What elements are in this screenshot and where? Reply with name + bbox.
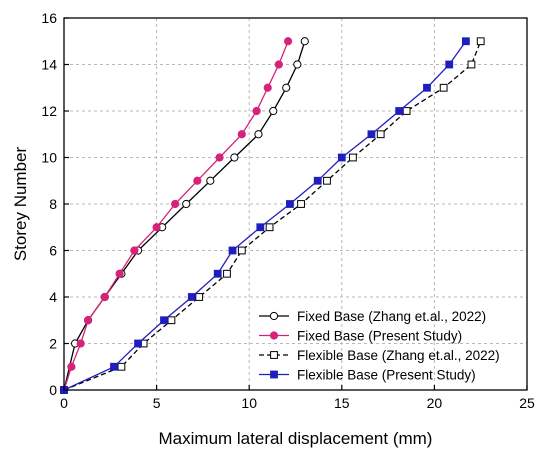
data-point — [367, 130, 376, 139]
data-point — [237, 130, 246, 139]
data-point — [182, 199, 191, 209]
data-point — [152, 223, 161, 232]
data-point — [297, 200, 305, 208]
data-point — [130, 246, 139, 255]
data-point — [445, 60, 454, 69]
data-point — [223, 269, 231, 278]
data-point — [171, 199, 180, 209]
data-point — [254, 130, 263, 139]
data-point — [300, 37, 309, 46]
data-point — [293, 60, 302, 69]
data-point — [402, 107, 411, 115]
data-point — [283, 37, 293, 46]
data-point — [237, 246, 246, 255]
data-point — [115, 269, 124, 278]
data-point — [117, 362, 126, 371]
data-point — [476, 37, 485, 46]
legend-label: Flexible Base (Zhang et.al., 2022) — [297, 348, 500, 363]
x-tick-label: 25 — [519, 395, 535, 411]
legend-label: Fixed Base (Present Study) — [297, 329, 462, 344]
data-point — [134, 339, 142, 348]
data-point — [160, 316, 168, 325]
data-point — [439, 83, 448, 92]
data-point — [467, 60, 476, 69]
data-point — [100, 292, 109, 302]
y-tick-label: 0 — [49, 382, 57, 398]
x-tick-label: 10 — [241, 395, 257, 411]
y-tick-label: 6 — [49, 243, 57, 259]
y-tick-label: 4 — [49, 289, 57, 305]
series-line — [63, 41, 306, 391]
data-point — [67, 362, 76, 371]
data-point — [193, 176, 202, 185]
data-point — [228, 246, 237, 255]
data-point — [263, 83, 272, 92]
data-point — [213, 269, 222, 278]
data-point — [265, 223, 274, 232]
y-tick-label: 14 — [41, 57, 57, 73]
y-tick-label: 8 — [49, 196, 57, 212]
data-point — [395, 107, 404, 115]
series-4 — [60, 37, 470, 394]
y-tick-label: 16 — [41, 10, 57, 26]
series-line — [63, 41, 289, 391]
y-tick-label: 12 — [41, 103, 57, 119]
data-point — [269, 106, 278, 116]
data-point — [313, 176, 322, 185]
x-tick-label: 0 — [60, 395, 68, 411]
data-point — [83, 316, 93, 325]
data-point — [337, 153, 346, 162]
legend-label: Flexible Base (Present Study) — [297, 368, 476, 383]
y-tick-label: 2 — [49, 336, 57, 352]
data-point — [423, 83, 431, 92]
series-line — [63, 41, 482, 391]
data-point — [349, 153, 357, 162]
data-point — [323, 176, 331, 185]
legend-item: Fixed Base (Zhang et.al., 2022) — [259, 309, 486, 324]
data-point — [110, 362, 118, 371]
ticks: 0 5 10 15 20 25 0 2 4 6 8 10 12 14 16 — [41, 10, 535, 411]
x-tick-label: 20 — [427, 395, 443, 411]
series-layer — [59, 37, 485, 395]
data-point — [256, 223, 265, 232]
data-point — [286, 200, 294, 208]
legend-marker — [269, 311, 279, 321]
data-point — [274, 60, 283, 69]
legend-item: Fixed Base (Present Study) — [259, 329, 462, 344]
data-point — [195, 293, 204, 301]
x-tick-label: 15 — [334, 395, 350, 411]
series-3 — [60, 37, 485, 394]
x-axis-title: Maximum lateral displacement (mm) — [159, 429, 433, 448]
series-1 — [59, 37, 309, 395]
y-tick-label: 10 — [41, 150, 57, 166]
data-point — [376, 130, 385, 139]
legend-item: Flexible Base (Zhang et.al., 2022) — [259, 348, 500, 363]
legend-item: Flexible Base (Present Study) — [259, 368, 476, 383]
data-point — [282, 83, 291, 92]
data-point — [76, 339, 85, 348]
legend-marker — [270, 351, 278, 359]
legend-marker — [270, 370, 278, 379]
data-point — [215, 153, 224, 162]
legend-marker — [269, 331, 279, 340]
series-line — [63, 40, 467, 391]
y-axis-title: Storey Number — [11, 147, 30, 262]
legend-label: Fixed Base (Zhang et.al., 2022) — [297, 309, 486, 324]
data-point — [167, 316, 176, 325]
data-point — [187, 293, 196, 301]
data-point — [230, 153, 239, 162]
data-point — [252, 106, 261, 116]
legend: Fixed Base (Zhang et.al., 2022) Fixed Bas… — [259, 309, 500, 383]
data-point — [206, 176, 215, 185]
data-point — [461, 37, 470, 46]
x-tick-label: 5 — [153, 395, 161, 411]
series-2 — [59, 37, 293, 395]
